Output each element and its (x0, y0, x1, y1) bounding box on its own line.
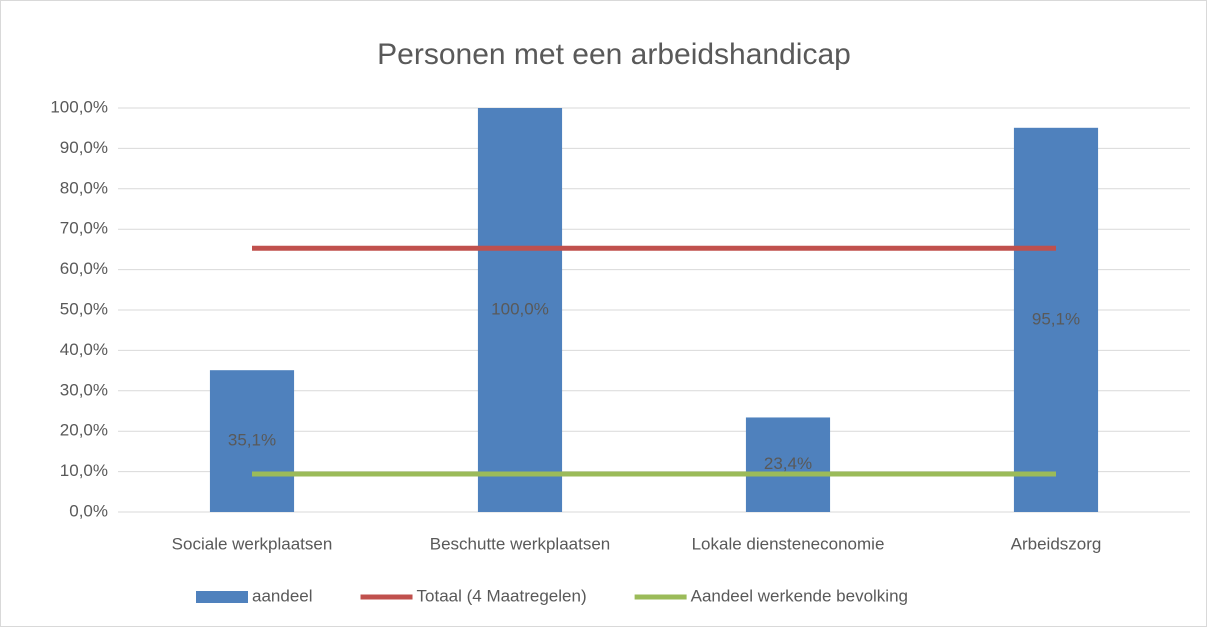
y-tick-label: 80,0% (60, 178, 108, 197)
y-tick-label: 30,0% (60, 380, 108, 399)
legend-label: aandeel (252, 586, 313, 605)
y-tick-label: 60,0% (60, 259, 108, 278)
chart-title: Personen met een arbeidshandicap (377, 38, 851, 71)
bar (1013, 127, 1099, 513)
data-label: 23,4% (764, 454, 812, 473)
x-tick-label: Sociale werkplaatsen (172, 534, 333, 553)
legend-label: Aandeel werkende bevolking (691, 586, 908, 605)
y-tick-label: 0,0% (69, 501, 108, 520)
x-tick-label: Beschutte werkplaatsen (430, 534, 611, 553)
data-label: 35,1% (228, 431, 276, 450)
y-tick-label: 40,0% (60, 340, 108, 359)
y-tick-label: 10,0% (60, 461, 108, 480)
legend-swatch (196, 591, 248, 603)
y-tick-label: 100,0% (50, 97, 108, 116)
legend-label: Totaal (4 Maatregelen) (417, 586, 587, 605)
y-tick-label: 70,0% (60, 219, 108, 238)
x-tick-label: Arbeidszorg (1011, 534, 1102, 553)
y-tick-label: 50,0% (60, 299, 108, 318)
y-tick-label: 90,0% (60, 138, 108, 157)
bar (477, 108, 563, 512)
y-tick-label: 20,0% (60, 421, 108, 440)
data-label: 100,0% (491, 299, 549, 318)
bar (745, 417, 831, 512)
x-tick-label: Lokale diensteneconomie (692, 534, 885, 553)
data-label: 95,1% (1032, 309, 1080, 328)
bar (209, 370, 295, 512)
